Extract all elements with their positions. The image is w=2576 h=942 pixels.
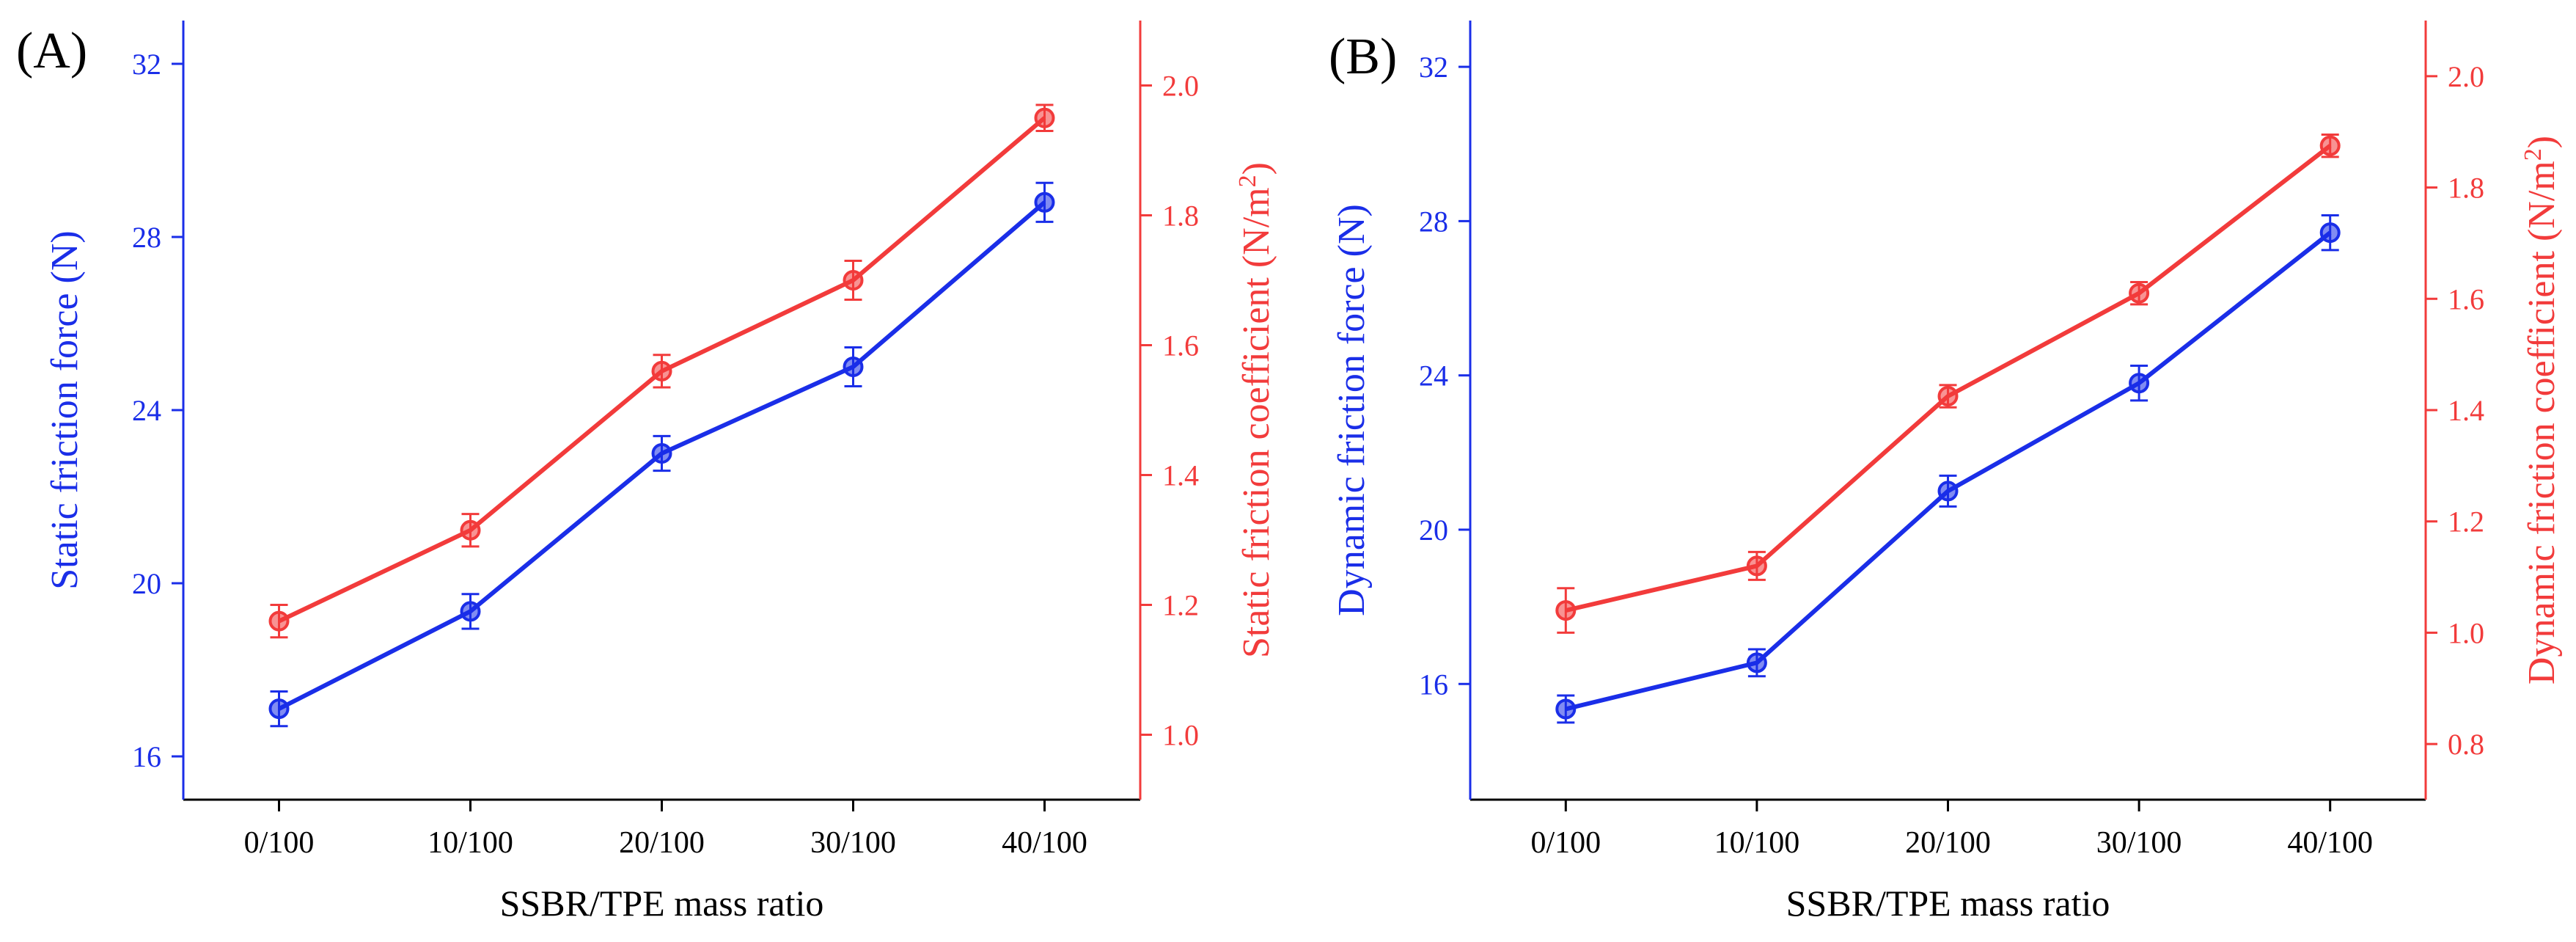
panel-b: (B) 0/100 10/100 20/100 30/100 40/100 SSBR/TPE…	[1329, 21, 2563, 924]
right-y-axis-title-superscript: 2	[2520, 148, 2547, 161]
x-tick-label: 40/100	[1002, 826, 1087, 860]
x-tick-label: 30/100	[810, 826, 896, 860]
data-point-left	[1555, 698, 1577, 720]
right-y-tick-label: 0.8	[2448, 728, 2484, 761]
panel-a: (A) 0/100 10/100 20/100 30/100 40/100 SSBR/TPE…	[16, 21, 1277, 924]
left-y-tick-label: 28	[132, 221, 161, 254]
x-tick-label: 10/100	[428, 826, 513, 860]
left-y-tick-label: 32	[1419, 51, 1448, 84]
data-point-left	[843, 357, 864, 377]
data-point-right	[651, 360, 672, 381]
right-y-axis-title-close: )	[2521, 136, 2563, 148]
x-tick-label: 30/100	[2096, 826, 2182, 860]
right-y-tick-label: 1.8	[1162, 200, 1199, 233]
left-y-tick-label: 24	[132, 394, 161, 427]
data-point-right	[1746, 555, 1767, 577]
right-y-tick-label: 1.0	[2448, 616, 2484, 649]
data-point-right	[1555, 600, 1577, 621]
right-y-tick-label: 1.6	[1162, 329, 1199, 362]
data-point-left	[1746, 652, 1767, 673]
data-point-right	[1034, 107, 1055, 128]
x-axis-title: SSBR/TPE mass ratio	[1786, 883, 2110, 924]
data-point-left	[1034, 191, 1055, 213]
right-y-axis-title-main: Static friction coefficient (N/m	[1236, 187, 1277, 658]
series-line-left	[1565, 230, 2332, 712]
right-y-tick-label: 2.0	[1162, 70, 1199, 103]
panel-label: (A)	[16, 23, 87, 79]
left-y-tick-label: 32	[132, 48, 161, 81]
data-point-left	[1937, 481, 1959, 502]
data-point-left	[2129, 373, 2150, 394]
right-y-tick-label: 1.8	[2448, 172, 2484, 205]
series-line-right	[1565, 144, 2332, 613]
right-y-tick-label: 1.4	[1162, 459, 1199, 492]
data-point-left	[460, 601, 481, 622]
x-tick-label: 20/100	[1905, 826, 1991, 860]
left-y-tick-label: 16	[1419, 668, 1448, 701]
left-y-axis-title: Dynamic friction force (N)	[1331, 204, 1373, 616]
left-y-tick-label: 24	[1419, 359, 1448, 392]
x-tick-label: 10/100	[1714, 826, 1800, 860]
left-y-tick-label: 20	[132, 567, 161, 600]
x-tick-label: 40/100	[2287, 826, 2373, 860]
left-y-tick-label: 16	[132, 740, 161, 773]
x-tick-label: 0/100	[244, 826, 315, 860]
right-y-tick-label: 1.4	[2448, 394, 2484, 427]
data-point-right	[460, 519, 481, 541]
data-point-right	[2319, 135, 2341, 156]
right-y-tick-label: 1.2	[1162, 589, 1199, 622]
data-point-right	[2129, 282, 2150, 304]
data-point-left	[651, 443, 672, 464]
data-point-left	[268, 698, 290, 720]
right-y-tick-label: 1.6	[2448, 282, 2484, 315]
right-y-axis-title: Dynamic friction coefficient (N/m2)	[2520, 136, 2564, 684]
right-y-axis-title-main: Dynamic friction coefficient (N/m	[2521, 161, 2563, 684]
x-tick-label: 20/100	[619, 826, 705, 860]
data-point-right	[843, 270, 864, 291]
right-y-axis-title: Static friction coefficient (N/m2)	[1234, 162, 1278, 658]
right-y-tick-label: 2.0	[2448, 60, 2484, 93]
right-y-tick-label: 1.2	[2448, 505, 2484, 538]
data-point-left	[2319, 222, 2341, 244]
data-point-right	[268, 610, 290, 632]
panel-label: (B)	[1329, 29, 1397, 85]
right-y-axis-title-close: )	[1236, 162, 1277, 175]
left-y-tick-label: 20	[1419, 514, 1448, 547]
right-y-tick-label: 1.0	[1162, 719, 1199, 752]
right-y-axis-title-superscript: 2	[1234, 175, 1261, 187]
x-axis-title: SSBR/TPE mass ratio	[500, 883, 824, 924]
x-tick-label: 0/100	[1530, 826, 1601, 860]
left-y-axis-title: Static friction force (N)	[44, 230, 86, 589]
left-y-tick-label: 28	[1419, 205, 1448, 238]
data-point-right	[1937, 386, 1959, 407]
